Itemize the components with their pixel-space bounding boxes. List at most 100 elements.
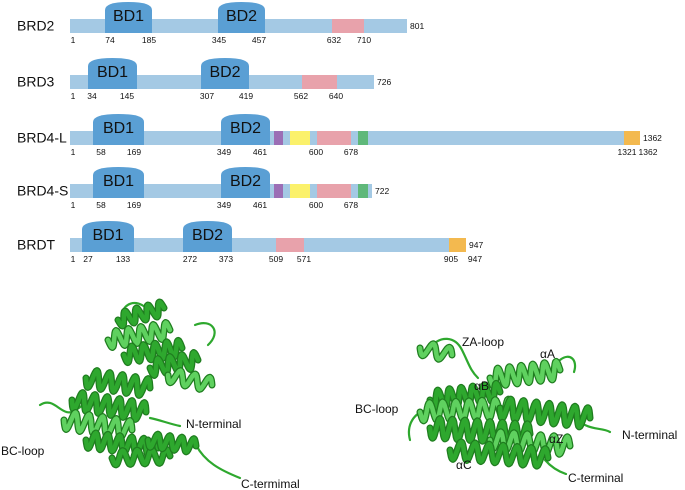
protein-bar: [70, 131, 640, 145]
residue-position-label: 640: [329, 91, 343, 101]
structure-label: BC-loop: [355, 402, 399, 416]
residue-position-label: 272: [183, 254, 197, 264]
residue-position-label: 169: [127, 147, 141, 157]
protein-row-brd2: BRD2 BD1 BD2 801 1 74 185 345 457 632 710: [17, 2, 424, 45]
bromodomain-label: BD1: [113, 8, 144, 25]
bromodomain-label: BD2: [230, 120, 261, 137]
alpha-helix-right-7-highlight: [487, 429, 573, 457]
pink-motif-block: [302, 75, 337, 89]
residue-position-label: 1: [71, 147, 76, 157]
protein-domain-schematics: BRD2 BD1 BD2 801 1 74 185 345 457 632 710 BRD3 BD1 BD…: [17, 2, 662, 264]
alpha-helix-left-2-highlight: [105, 320, 173, 350]
protein-row-brdt: BRDT BD1 BD2 947 1 27 133 272 373 509 571 905 947: [17, 221, 483, 264]
residue-position-label: 345: [212, 35, 226, 45]
residue-position-label: 1321: [618, 147, 637, 157]
alpha-helix-left-6-highlight: [83, 368, 153, 398]
bromodomain-label: BD2: [230, 173, 261, 190]
bromodomain-label: BD1: [97, 64, 128, 81]
residue-position-label: 58: [96, 147, 106, 157]
bromodomain-shape: [105, 2, 152, 33]
green-motif-block: [358, 184, 368, 198]
bromodomain-label: BD2: [226, 8, 257, 25]
alpha-helix-left-4-highlight: [147, 350, 201, 378]
protein-length-label: 722: [375, 186, 389, 196]
alpha-helix-left-7-highlight: [69, 390, 149, 422]
structure-label: N-terminal: [622, 428, 677, 442]
structure-label: αC: [456, 458, 472, 472]
protein-bar: [70, 238, 466, 252]
residue-position-label: 509: [269, 254, 283, 264]
protein-name: BRDT: [17, 237, 56, 253]
yellow-motif-block: [290, 131, 310, 145]
alpha-helix-right-5-highlight: [497, 396, 593, 430]
residue-position-label: 1362: [639, 147, 658, 157]
protein-length-label: 1362: [643, 133, 662, 143]
residue-position-label: 947: [468, 254, 482, 264]
residue-position-label: 373: [219, 254, 233, 264]
pink-motif-block: [317, 184, 351, 198]
alpha-helix-left-10-highlight: [109, 446, 173, 468]
protein-name: BRD4-L: [17, 130, 67, 146]
residue-position-label: 169: [127, 200, 141, 210]
residue-position-label: 1: [71, 254, 76, 264]
protein-length-label: 947: [469, 240, 483, 250]
residue-position-label: 1: [71, 91, 76, 101]
c-terminal-coil: [194, 443, 242, 480]
structure-label: C-termimal: [241, 477, 300, 490]
n-terminal-coil: [148, 416, 182, 428]
residue-position-label: 710: [357, 35, 371, 45]
residue-position-label: 74: [105, 35, 115, 45]
structure-label: ZA-loop: [462, 335, 504, 349]
orange-motif-block: [624, 131, 640, 145]
residue-position-label: 678: [344, 147, 358, 157]
residue-position-label: 58: [96, 200, 106, 210]
n-terminal-coil: [583, 423, 612, 434]
protein-length-label: 726: [377, 77, 391, 87]
residue-position-label: 27: [83, 254, 93, 264]
bromodomain-shape: [183, 221, 232, 252]
pink-motif-block: [332, 19, 364, 33]
bromodomain-label: BD1: [92, 227, 123, 244]
residue-position-label: 133: [116, 254, 130, 264]
green-motif-block: [358, 131, 368, 145]
residue-position-label: 457: [252, 35, 266, 45]
za-loop-coil: [428, 337, 480, 380]
residue-position-label: 1: [71, 35, 76, 45]
structure-label: C-terminal: [568, 471, 623, 485]
residue-position-label: 461: [253, 200, 267, 210]
structure-label: αA: [540, 347, 555, 361]
residue-position-label: 145: [120, 91, 134, 101]
structure-label: N-terminal: [186, 417, 241, 431]
alpha-helix-left-5-highlight: [165, 368, 215, 392]
residue-position-label: 461: [253, 147, 267, 157]
residue-position-label: 678: [344, 200, 358, 210]
residue-position-label: 571: [297, 254, 311, 264]
crystal-structure-right: [407, 337, 612, 475]
pink-motif-block: [276, 238, 304, 252]
residue-position-label: 34: [87, 91, 97, 101]
yellow-motif-block: [290, 184, 310, 198]
structure-annotations: N-terminal BC-loop C-termimal ZA-loop αA αB BC…: [1, 335, 677, 490]
alpha-helix-right-6-highlight: [427, 416, 533, 446]
bromodomain-shape: [201, 58, 249, 89]
residue-position-label: 419: [239, 91, 253, 101]
structure-label: BC-loop: [1, 444, 45, 458]
bromodomain-label: BD2: [209, 64, 240, 81]
alpha-helix-left-11-highlight: [145, 431, 199, 455]
top-loop-coil: [558, 355, 577, 374]
bromodomain-shape: [82, 221, 134, 252]
pink-motif-block: [317, 131, 351, 145]
structure-label: αB: [474, 379, 489, 393]
residue-position-label: 600: [309, 200, 323, 210]
residue-position-label: 632: [327, 35, 341, 45]
alpha-helix-right-8-highlight: [447, 439, 551, 469]
alpha-helix-left-1-highlight: [115, 299, 167, 329]
alpha-helix-right-1-highlight: [417, 341, 455, 362]
bromodomain-label: BD1: [103, 120, 134, 137]
residue-position-label: 562: [294, 91, 308, 101]
protein-length-label: 801: [410, 21, 424, 31]
structure-label: αZ: [549, 432, 563, 446]
bromodomain-shape: [218, 2, 265, 33]
